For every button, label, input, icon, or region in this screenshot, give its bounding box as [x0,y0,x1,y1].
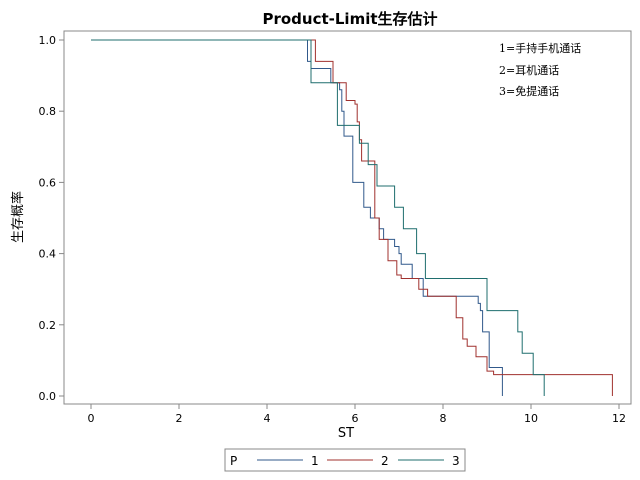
x-axis: 0 2 4 6 8 10 12 [88,404,626,425]
series-line-1 [91,39,503,396]
note-2: 2=耳机通话 [499,63,559,77]
legend-frame [224,448,466,472]
x-tick-label: 4 [264,412,271,425]
y-tick-label: 0.4 [39,248,57,261]
y-tick-label: 0.6 [39,176,57,189]
note-1: 1=手持手机通话 [499,41,581,55]
y-tick-label: 0.2 [39,319,57,332]
x-tick-label: 6 [352,412,359,425]
legend-label-2: 2 [381,454,389,468]
y-tick-label: 1.0 [39,34,57,47]
series-layer [91,39,613,396]
y-tick-label: 0.0 [39,390,57,403]
x-axis-label: ST [338,426,354,441]
legend: P 1 2 3 [224,448,466,472]
x-tick-label: 10 [524,412,538,425]
x-tick-label: 2 [176,412,183,425]
plot-frame [63,30,632,405]
legend-label-3: 3 [452,454,460,468]
y-tick-label: 0.8 [39,105,57,118]
y-axis: 0.0 0.2 0.4 0.6 0.8 1.0 [39,34,64,403]
y-axis-label: 生存概率 [10,191,26,243]
legend-label-1: 1 [311,454,319,468]
series-line-3 [91,39,545,396]
legend-title: P [230,454,237,468]
x-tick-label: 0 [88,412,95,425]
group-notes: 1=手持手机通话 2=耳机通话 3=免提通话 [499,41,581,98]
chart-title: Product-Limit生存估计 [262,10,437,28]
note-3: 3=免提通话 [499,84,559,98]
x-tick-label: 12 [612,412,626,425]
x-tick-label: 8 [440,412,447,425]
series-line-2 [91,39,613,396]
